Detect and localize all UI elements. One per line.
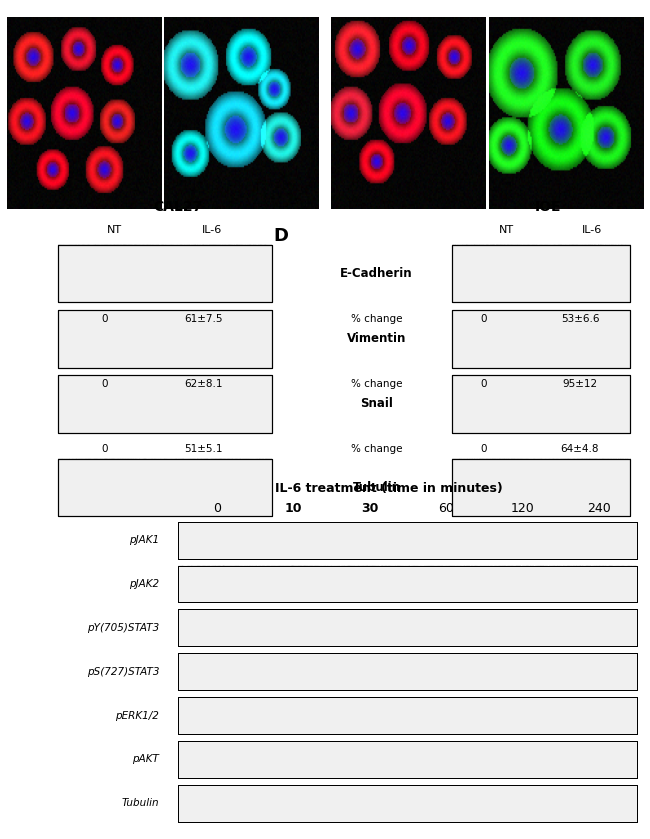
Text: 0: 0 (480, 314, 487, 324)
Text: IL-6 treatment (time in minutes): IL-6 treatment (time in minutes) (275, 482, 502, 494)
Text: D: D (274, 227, 289, 245)
Text: 0: 0 (480, 445, 487, 455)
Text: 60: 60 (438, 503, 454, 515)
Text: 95±12: 95±12 (562, 379, 597, 389)
Text: Tubulin: Tubulin (122, 798, 159, 808)
Text: Vimentin: Vimentin (347, 332, 406, 346)
Bar (58, 310, 272, 367)
Bar (58, 375, 272, 433)
Bar (179, 522, 637, 559)
Bar (58, 459, 272, 516)
Bar (179, 697, 637, 734)
Text: IL-6: IL-6 (582, 225, 603, 235)
Bar (179, 609, 637, 646)
Text: 0: 0 (101, 445, 108, 455)
Text: IL-6: IL-6 (202, 225, 222, 235)
Bar (58, 459, 272, 516)
Text: % change: % change (351, 314, 402, 324)
Text: pJAK2: pJAK2 (129, 579, 159, 589)
Text: Snail: Snail (360, 398, 393, 410)
Bar (179, 654, 637, 690)
Text: 120: 120 (511, 503, 534, 515)
Text: 10: 10 (285, 503, 302, 515)
Bar (452, 245, 630, 302)
Text: pERK1/2: pERK1/2 (116, 711, 159, 721)
Bar (179, 565, 637, 602)
Text: pS(727)STAT3: pS(727)STAT3 (87, 667, 159, 677)
Bar (179, 609, 637, 646)
Text: 0: 0 (213, 503, 221, 515)
Bar (58, 310, 272, 367)
Text: IOE: IOE (534, 200, 561, 214)
Bar (452, 459, 630, 516)
Bar (179, 654, 637, 690)
Bar (452, 310, 630, 367)
Text: % change: % change (351, 379, 402, 389)
Text: CAL27: CAL27 (153, 200, 202, 214)
Text: Tubulin: Tubulin (352, 481, 400, 494)
Text: pJAK1: pJAK1 (129, 535, 159, 545)
Text: 53±6.6: 53±6.6 (561, 314, 599, 324)
Bar (452, 245, 630, 302)
Text: E-Cadherin: E-Cadherin (340, 267, 413, 280)
Text: 30: 30 (361, 503, 378, 515)
Bar (179, 565, 637, 602)
Text: 0: 0 (101, 379, 108, 389)
Text: % change: % change (351, 445, 402, 455)
Bar (452, 310, 630, 367)
Text: NT: NT (107, 225, 122, 235)
Bar (452, 459, 630, 516)
Text: pAKT: pAKT (133, 754, 159, 764)
Bar (179, 741, 637, 778)
Bar (452, 375, 630, 433)
Text: 62±8.1: 62±8.1 (184, 379, 222, 389)
Bar (179, 784, 637, 821)
Bar (58, 375, 272, 433)
Bar (179, 522, 637, 559)
Text: 240: 240 (587, 503, 611, 515)
Bar (179, 784, 637, 821)
Bar (452, 375, 630, 433)
Text: pY(705)STAT3: pY(705)STAT3 (87, 623, 159, 633)
Text: NT: NT (499, 225, 514, 235)
Text: 0: 0 (480, 379, 487, 389)
Text: 61±7.5: 61±7.5 (184, 314, 222, 324)
Bar (179, 697, 637, 734)
Bar (58, 245, 272, 302)
Text: 64±4.8: 64±4.8 (561, 445, 599, 455)
Text: 51±5.1: 51±5.1 (184, 445, 222, 455)
Text: 0: 0 (101, 314, 108, 324)
Bar (179, 741, 637, 778)
Bar (58, 245, 272, 302)
